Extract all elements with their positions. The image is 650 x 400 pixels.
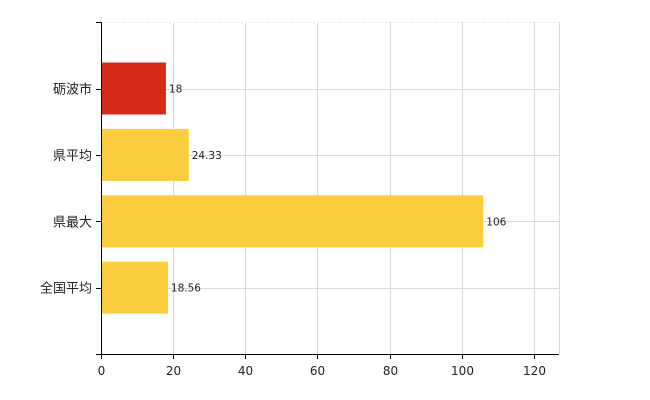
x-tick-label: 60 [310,364,325,378]
x-tick-label: 100 [451,364,474,378]
data-label: 18 [169,84,182,96]
bar [101,62,166,115]
category-label: 砺波市 [53,82,92,98]
bar [101,261,168,314]
data-label: 24.33 [192,150,222,162]
x-tick-label: 0 [98,364,106,378]
grid-lines [101,22,560,354]
category-label: 県平均 [53,149,92,164]
x-tick-label: 40 [238,364,253,378]
bars [101,62,484,314]
data-label: 106 [486,216,506,228]
category-label: 全国平均 [40,281,92,297]
category-label: 県最大 [53,215,92,230]
bar [101,128,189,181]
x-tick-label: 20 [166,364,181,378]
bar [101,195,484,248]
x-tick-label: 120 [523,364,546,378]
x-tick-label: 80 [383,364,398,378]
axes [96,22,559,359]
data-label: 18.56 [171,283,201,295]
